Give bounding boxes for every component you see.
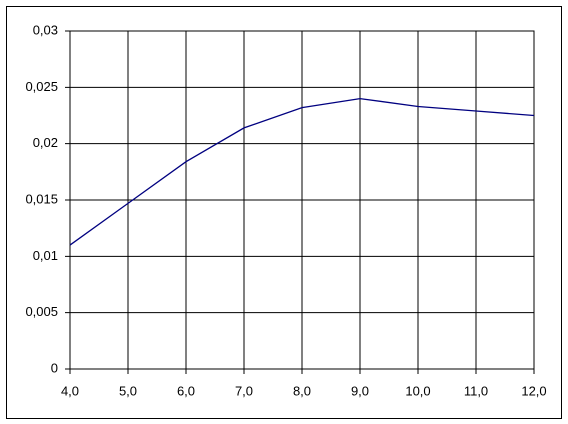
series-line (69, 97, 535, 246)
x-tick-label: 7,0 (235, 383, 253, 398)
x-tick-label: 6,0 (177, 383, 195, 398)
x-tick-label: 10,0 (405, 383, 430, 398)
y-tick-label: 0,015 (25, 191, 58, 206)
x-tick-label: 9,0 (351, 383, 369, 398)
y-tick-label: 0,03 (33, 22, 58, 37)
y-tick-label: 0,005 (25, 304, 58, 319)
x-tick-label: 11,0 (464, 383, 488, 398)
x-tick-label: 5,0 (119, 383, 137, 398)
x-tick-label: 4,0 (61, 383, 79, 398)
y-tick-label: 0,025 (25, 79, 58, 94)
y-tick-label: 0,01 (33, 248, 58, 263)
y-tick-label: 0 (51, 360, 58, 375)
x-tick-label: 8,0 (293, 383, 311, 398)
x-tick-label: 12,0 (521, 383, 546, 398)
y-tick-label: 0,02 (33, 135, 58, 150)
